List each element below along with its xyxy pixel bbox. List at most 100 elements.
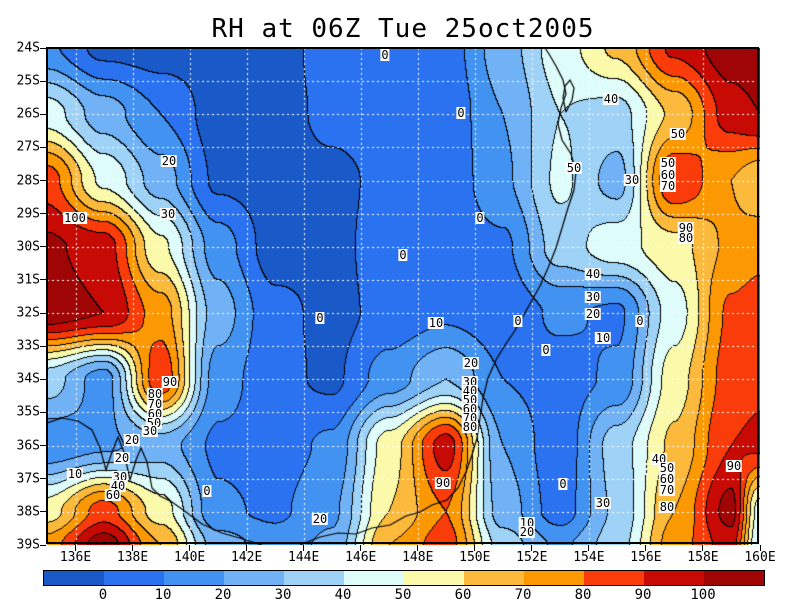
contour-value-label: 20	[160, 154, 178, 168]
x-axis-tickmark	[531, 545, 533, 551]
colorbar-tick-label: 100	[690, 587, 716, 600]
colorbar-segment	[404, 571, 464, 585]
contour-value-label: 0	[475, 211, 485, 225]
colorbar	[43, 570, 765, 586]
contour-value-label: 80	[658, 500, 676, 514]
y-axis-tick-label: 34S	[16, 371, 40, 387]
y-axis-tickmark	[40, 180, 46, 182]
colorbar-segment	[344, 571, 404, 585]
y-axis-tickmark	[40, 445, 46, 447]
contour-value-label: 30	[623, 173, 641, 187]
plot-title: RH at 06Z Tue 25oct2005	[211, 14, 595, 44]
y-axis-tick-label: 24S	[16, 40, 40, 56]
y-axis-tickmark	[40, 345, 46, 347]
x-axis-tickmark	[417, 545, 419, 551]
x-axis-tick-label: 138E	[116, 550, 149, 565]
contour-value-label: 10	[594, 331, 612, 345]
x-axis-tick-label: 144E	[288, 550, 320, 565]
x-axis-tickmark	[645, 545, 647, 551]
y-axis-tickmark	[40, 511, 46, 513]
y-axis-tick-label: 29S	[16, 206, 40, 222]
x-axis-tick-label: 158E	[687, 550, 719, 565]
y-axis-tickmark	[40, 544, 46, 546]
x-axis-tick-label: 146E	[345, 550, 377, 565]
contour-value-label: 60	[659, 168, 677, 182]
colorbar-tick-label: 0	[98, 587, 108, 600]
colorbar-tick-label: 40	[334, 587, 352, 600]
contour-value-label: 90	[161, 375, 179, 389]
x-axis-tickmark	[474, 545, 476, 551]
contour-value-label: 60	[658, 472, 676, 486]
contour-value-label: 40	[584, 267, 602, 281]
contour-value-label: 0	[513, 314, 523, 328]
y-axis-tick-label: 30S	[16, 239, 40, 255]
contour-map-canvas	[47, 48, 760, 545]
x-axis-tickmark	[759, 545, 761, 551]
contour-value-label: 20	[462, 356, 480, 370]
colorbar-tick-label: 20	[214, 587, 232, 600]
contour-value-label: 10	[66, 467, 84, 481]
x-axis-tick-label: 142E	[230, 550, 263, 565]
contour-value-label: 60	[104, 488, 122, 502]
colorbar-tick-label: 80	[574, 587, 592, 600]
contour-value-label: 20	[113, 451, 131, 465]
x-axis-tick-label: 150E	[459, 550, 491, 565]
y-axis-tick-label: 37S	[16, 471, 40, 487]
contour-value-label: 70	[658, 483, 676, 497]
x-axis-tickmark	[189, 545, 191, 551]
colorbar-segment	[644, 571, 704, 585]
x-axis-tick-label: 154E	[573, 550, 605, 565]
y-axis-tick-label: 27S	[16, 139, 40, 155]
contour-value-label: 10	[427, 316, 445, 330]
colorbar-segment	[464, 571, 524, 585]
contour-value-label: 30	[594, 496, 612, 510]
x-axis-tick-label: 148E	[402, 550, 434, 565]
contour-value-label: 0	[202, 484, 212, 498]
y-axis-tickmark	[40, 378, 46, 380]
contour-value-label: 30	[584, 290, 602, 304]
colorbar-tick-label: 30	[274, 587, 292, 600]
x-axis-tick-label: 160E	[744, 550, 776, 565]
contour-value-label: 70	[146, 397, 164, 411]
y-axis-tick-label: 35S	[16, 404, 40, 420]
y-axis-tickmark	[40, 113, 46, 115]
contour-value-label: 0	[456, 106, 466, 120]
contour-value-label: 20	[123, 433, 141, 447]
colorbar-segment	[704, 571, 764, 585]
colorbar-segment	[524, 571, 584, 585]
y-axis-tick-label: 36S	[16, 438, 40, 454]
contour-value-label: 80	[146, 387, 164, 401]
colorbar-segment	[44, 571, 104, 585]
y-axis-tickmark	[40, 279, 46, 281]
contour-value-label: 20	[518, 525, 536, 539]
contour-value-label: 20	[311, 512, 329, 526]
y-axis-tickmark	[40, 47, 46, 49]
contour-value-label: 0	[398, 248, 408, 262]
contour-value-label: 40	[602, 92, 620, 106]
contour-value-label: 80	[677, 231, 695, 245]
y-axis-tick-label: 38S	[16, 504, 40, 520]
contour-value-label: 0	[558, 477, 568, 491]
contour-value-label: 90	[434, 476, 452, 490]
x-axis-tick-label: 140E	[173, 550, 206, 565]
contour-value-label: 0	[541, 343, 551, 357]
colorbar-tick-label: 90	[634, 587, 652, 600]
y-axis-tick-label: 26S	[16, 106, 40, 122]
colorbar-tick-label: 70	[514, 587, 532, 600]
colorbar-segment	[224, 571, 284, 585]
contour-value-label: 70	[659, 179, 677, 193]
y-axis-tickmark	[40, 213, 46, 215]
contour-value-label: 80	[461, 420, 479, 434]
x-axis-tickmark	[132, 545, 134, 551]
colorbar-segment	[104, 571, 164, 585]
contour-value-label: 50	[659, 156, 677, 170]
y-axis-tickmark	[40, 411, 46, 413]
colorbar-segment	[164, 571, 224, 585]
contour-value-label: 90	[677, 221, 695, 235]
y-axis-tickmark	[40, 146, 46, 148]
y-axis-tick-label: 31S	[16, 272, 40, 288]
y-axis-tickmark	[40, 312, 46, 314]
contour-value-label: 20	[584, 307, 602, 321]
x-axis-tickmark	[246, 545, 248, 551]
contour-value-label: 50	[669, 127, 687, 141]
